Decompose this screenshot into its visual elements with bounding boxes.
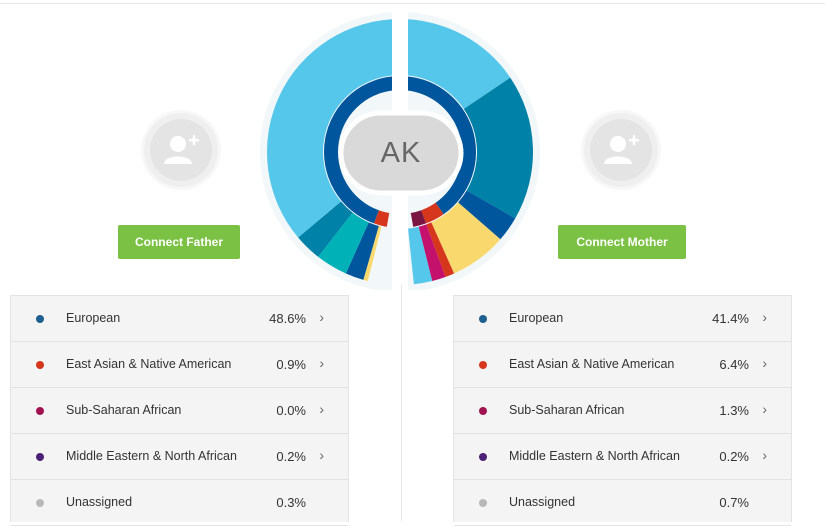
region-percent: 0.9%	[276, 357, 306, 372]
connect-father-button[interactable]: Connect Father	[118, 225, 240, 259]
region-name: East Asian & Native American	[66, 357, 232, 371]
list-item: Unassigned 0.7%	[454, 480, 791, 526]
panel-divider	[401, 285, 402, 521]
inner-segment-europe-dark-2[interactable]	[324, 76, 400, 224]
outer-segment-magenta[interactable]	[418, 224, 446, 282]
unassigned-dot	[36, 499, 44, 507]
outer-segment-europe-teal[interactable]	[463, 77, 533, 219]
chevron-right-icon[interactable]: ›	[319, 401, 324, 417]
chevron-right-icon[interactable]: ›	[319, 355, 324, 371]
east-asian-dot	[36, 361, 44, 369]
region-percent: 6.4%	[719, 357, 749, 372]
region-percent: 0.7%	[719, 495, 749, 510]
region-name: Middle Eastern & North African	[509, 449, 680, 463]
european-dot	[36, 315, 44, 323]
european-dot	[479, 315, 487, 323]
chevron-right-icon[interactable]: ›	[762, 309, 767, 325]
father-ancestry-list: European 48.6% › East Asian & Native Ame…	[10, 295, 349, 526]
inner-ring	[324, 76, 476, 227]
chevron-right-icon[interactable]: ›	[762, 401, 767, 417]
chevron-right-icon[interactable]: ›	[762, 355, 767, 371]
region-percent: 0.2%	[719, 449, 749, 464]
region-name: Unassigned	[509, 495, 576, 509]
list-item[interactable]: Sub-Saharan African 0.0% ›	[11, 388, 348, 434]
region-percent: 0.3%	[276, 495, 306, 510]
region-name: European	[66, 311, 121, 325]
east-asian-dot	[479, 361, 487, 369]
region-percent: 0.2%	[276, 449, 306, 464]
region-name: East Asian & Native American	[509, 357, 675, 371]
region-name: Middle Eastern & North African	[66, 449, 237, 463]
outer-segment-europe-light[interactable]	[400, 19, 511, 109]
inner-segment-maroon[interactable]	[410, 210, 426, 227]
region-name: European	[509, 311, 564, 325]
list-item: Unassigned 0.3%	[11, 480, 348, 526]
chevron-right-icon[interactable]: ›	[319, 447, 324, 463]
mother-avatar[interactable]	[584, 113, 658, 187]
top-divider	[0, 3, 825, 4]
add-user-icon	[590, 119, 652, 181]
list-item[interactable]: European 48.6% ›	[11, 296, 348, 342]
initials-badge	[338, 110, 464, 196]
inner-segment-europe-dark[interactable]	[400, 76, 476, 215]
list-item[interactable]: East Asian & Native American 6.4% ›	[454, 342, 791, 388]
unassigned-dot	[479, 499, 487, 507]
chevron-right-icon[interactable]: ›	[319, 309, 324, 325]
outer-ring	[267, 19, 533, 285]
list-item[interactable]: Sub-Saharan African 1.3% ›	[454, 388, 791, 434]
mother-ancestry-list: European 41.4% › East Asian & Native Ame…	[453, 295, 792, 526]
middle-eastern-dot	[479, 453, 487, 461]
outer-segment-europe-light-2[interactable]	[408, 226, 433, 285]
list-item[interactable]: East Asian & Native American 0.9% ›	[11, 342, 348, 388]
father-avatar[interactable]	[144, 113, 218, 187]
outer-segment-europe-dark[interactable]	[458, 190, 516, 240]
region-percent: 41.4%	[712, 311, 749, 326]
region-name: Sub-Saharan African	[509, 403, 625, 417]
chevron-right-icon[interactable]: ›	[762, 447, 767, 463]
connect-mother-button[interactable]: Connect Mother	[558, 225, 686, 259]
outer-segment-yellow[interactable]	[431, 202, 501, 274]
add-user-icon	[150, 119, 212, 181]
region-percent: 48.6%	[269, 311, 306, 326]
sub-saharan-dot	[479, 407, 487, 415]
outer-segment-europe-dark-2[interactable]	[345, 222, 379, 280]
list-item[interactable]: Middle Eastern & North African 0.2% ›	[454, 434, 791, 480]
inner-segment-red[interactable]	[421, 202, 444, 224]
region-name: Sub-Saharan African	[66, 403, 182, 417]
outer-segment-turquoise[interactable]	[318, 212, 369, 274]
region-percent: 1.3%	[719, 403, 749, 418]
sub-saharan-dot	[36, 407, 44, 415]
middle-eastern-dot	[36, 453, 44, 461]
list-item[interactable]: Middle Eastern & North African 0.2% ›	[11, 434, 348, 480]
outer-segment-red[interactable]	[426, 222, 455, 277]
profile-initials: AK	[380, 136, 422, 169]
outer-segment-europe-light-3[interactable]	[267, 19, 400, 238]
outer-segment-yellow-2[interactable]	[363, 226, 382, 282]
list-item[interactable]: European 41.4% ›	[454, 296, 791, 342]
inner-segment-red-2[interactable]	[374, 210, 390, 227]
outer-segment-europe-teal-2[interactable]	[298, 201, 353, 257]
region-name: Unassigned	[66, 495, 133, 509]
ancestry-split-chart[interactable]	[250, 10, 550, 290]
region-percent: 0.0%	[276, 403, 306, 418]
